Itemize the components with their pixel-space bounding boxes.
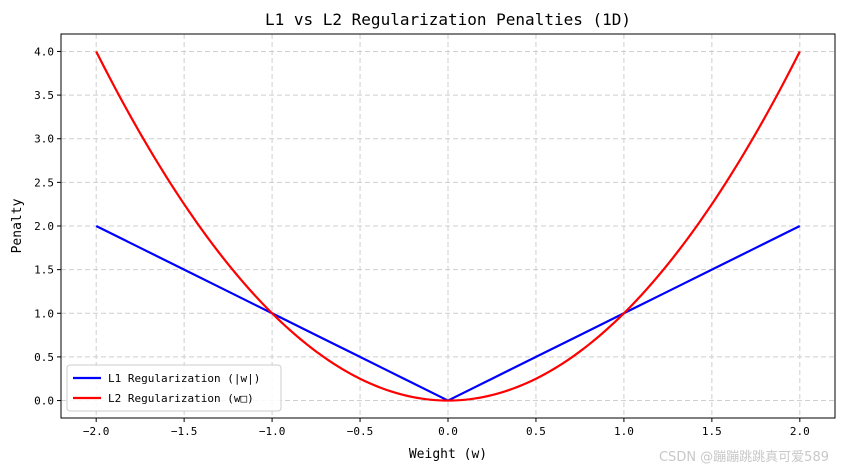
x-tick-label: −2.0 <box>83 425 110 438</box>
y-tick-label: 4.0 <box>34 45 54 58</box>
legend-label: L2 Regularization (w□) <box>108 392 254 405</box>
y-tick-label: 1.0 <box>34 307 54 320</box>
legend-box <box>66 364 282 412</box>
grid-lines <box>61 34 835 418</box>
y-axis-label: Penalty <box>10 198 25 253</box>
x-tick-label: 2.0 <box>790 425 810 438</box>
chart-title: L1 vs L2 Regularization Penalties (1D) <box>265 10 631 29</box>
y-tick-label: 0.5 <box>34 351 54 364</box>
series-layer <box>95 50 801 402</box>
y-tick-label: 2.0 <box>34 220 54 233</box>
x-tick-label: −1.5 <box>171 425 198 438</box>
y-tick-label: 3.5 <box>34 89 54 102</box>
x-tick-label: 1.0 <box>614 425 634 438</box>
x-tick-label: 0.5 <box>526 425 546 438</box>
x-axis-label: Weight (w) <box>409 447 487 462</box>
axis-ticks: −2.0 −1.5 −1.0 −0.5 0.0 0.5 1.0 1.5 2.0 0.0 0.5 1.0… <box>34 45 810 438</box>
y-tick-label: 0.0 <box>34 395 54 408</box>
legend: L1 Regularization (|w|) L2 Regularization… <box>66 364 282 412</box>
watermark-text: CSDN @蹦蹦跳跳真可爱589 <box>659 450 829 465</box>
x-tick-label: −1.0 <box>259 425 286 438</box>
x-tick-label: −0.5 <box>347 425 374 438</box>
y-tick-label: 3.0 <box>34 133 54 146</box>
y-tick-label: 1.5 <box>34 264 54 277</box>
x-tick-label: 0.0 <box>438 425 458 438</box>
legend-label: L1 Regularization (|w|) <box>108 372 260 385</box>
x-tick-label: 1.5 <box>702 425 722 438</box>
l2-series-line <box>95 50 801 402</box>
y-tick-label: 2.5 <box>34 176 54 189</box>
